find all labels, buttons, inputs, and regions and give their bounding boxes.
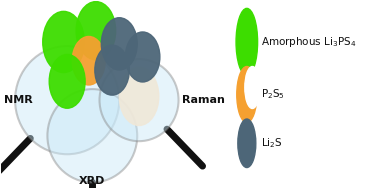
Ellipse shape (76, 2, 116, 60)
Ellipse shape (100, 59, 179, 141)
Text: P$_2$S$_5$: P$_2$S$_5$ (261, 88, 285, 101)
Ellipse shape (101, 18, 137, 70)
Text: Raman: Raman (182, 95, 225, 105)
Ellipse shape (125, 32, 160, 82)
Ellipse shape (119, 67, 159, 125)
Ellipse shape (47, 89, 137, 182)
Ellipse shape (15, 46, 119, 154)
Text: Li$_2$S: Li$_2$S (261, 136, 283, 150)
Text: XRD: XRD (79, 176, 106, 186)
Ellipse shape (245, 67, 260, 108)
Ellipse shape (49, 54, 85, 108)
Ellipse shape (72, 36, 105, 85)
Ellipse shape (237, 67, 257, 122)
Ellipse shape (95, 45, 129, 95)
Ellipse shape (236, 8, 258, 76)
Text: Amorphous Li$_3$PS$_4$: Amorphous Li$_3$PS$_4$ (261, 35, 356, 49)
Ellipse shape (43, 11, 85, 73)
Ellipse shape (238, 119, 256, 167)
Text: NMR: NMR (4, 95, 33, 105)
